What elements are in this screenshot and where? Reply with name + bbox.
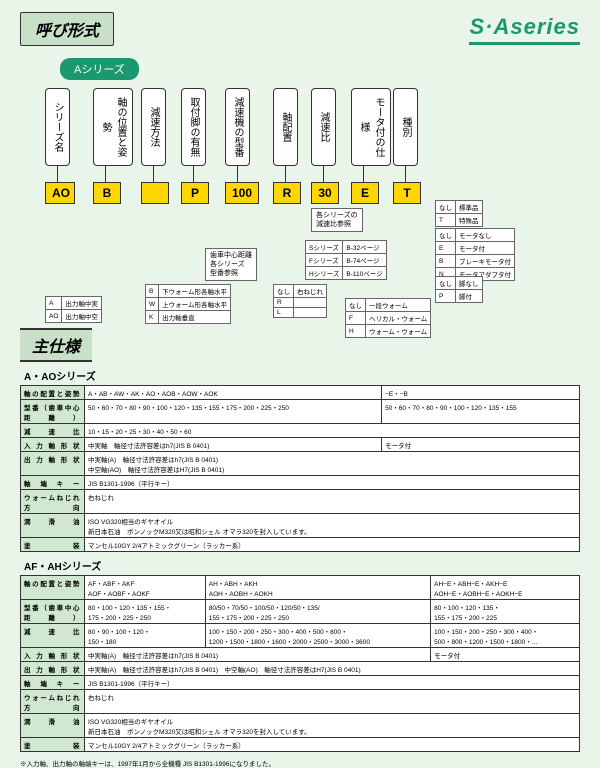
footnote: ※入力軸、出力軸の軸端キーは、1997年1月から全機種 JIS B1301-19…	[20, 758, 580, 768]
sub-table: A出力軸中実AO出力軸中空	[45, 296, 102, 323]
code-box: P	[181, 182, 209, 204]
series1-label: A・AOシリーズ	[24, 368, 580, 383]
spec-table-1: 軸の配置と姿勢A・AB・AW・AK・AO・AOB・AOW・AOK−E・−B型番（…	[20, 385, 580, 552]
label-box: 種別	[393, 88, 418, 166]
label-box: 軸配置	[273, 88, 298, 166]
code-box: R	[273, 182, 301, 204]
code-box: 100	[225, 182, 259, 204]
page-title: 呼び形式	[20, 12, 114, 46]
code-box	[141, 182, 169, 204]
label-box: 軸の位置と姿勢	[93, 88, 133, 166]
nomenclature-diagram: シリーズ名 AO 軸の位置と姿勢 B 減速方法 取付脚の有無 P 減速機の型番 100 軸配置 R…	[45, 88, 580, 328]
sub-table: なし脚なしP脚付	[435, 276, 483, 303]
label-box: 減速機の型番	[225, 88, 250, 166]
sub-table: B下ウォーム形各軸水平W上ウォーム形各軸水平K出力軸垂直	[145, 284, 231, 324]
label-box: モータ付の仕様	[351, 88, 391, 166]
label-box: シリーズ名	[45, 88, 70, 166]
code-box: 30	[311, 182, 339, 204]
series-badge: Aシリーズ	[60, 58, 139, 80]
brand-logo: S·Aseries	[469, 14, 580, 45]
note: 各シリーズの 減速比参照	[311, 208, 363, 232]
spec-table-2: 軸の配置と姿勢AF・ABF・AKF AOF・AOBF・AOKFAH・ABH・AK…	[20, 575, 580, 752]
sub-table: SシリーズB-32ページFシリーズB-74ページHシリーズB-110ページ	[305, 240, 387, 280]
spec-title: 主仕様	[20, 328, 92, 362]
code-box: B	[93, 182, 121, 204]
label-box: 取付脚の有無	[181, 88, 206, 166]
code-box: E	[351, 182, 379, 204]
code-box: AO	[45, 182, 75, 204]
label-box: 減速方法	[141, 88, 166, 166]
series2-label: AF・AHシリーズ	[24, 558, 580, 573]
sub-table: なし右ねじれR L	[273, 284, 327, 318]
label-box: 減速比	[311, 88, 336, 166]
code-box: T	[393, 182, 421, 204]
sub-table: なし一段ウォームFヘリカル・ウォームHウォーム・ウォーム	[345, 298, 431, 338]
note: 歯車中心距離 各シリーズ 型番参照	[205, 248, 257, 281]
sub-table: なし標準品T特殊品	[435, 200, 483, 227]
sub-table: なしモータなしEモータ付Bブレーキモータ付Nモータアダプタ付	[435, 228, 515, 281]
